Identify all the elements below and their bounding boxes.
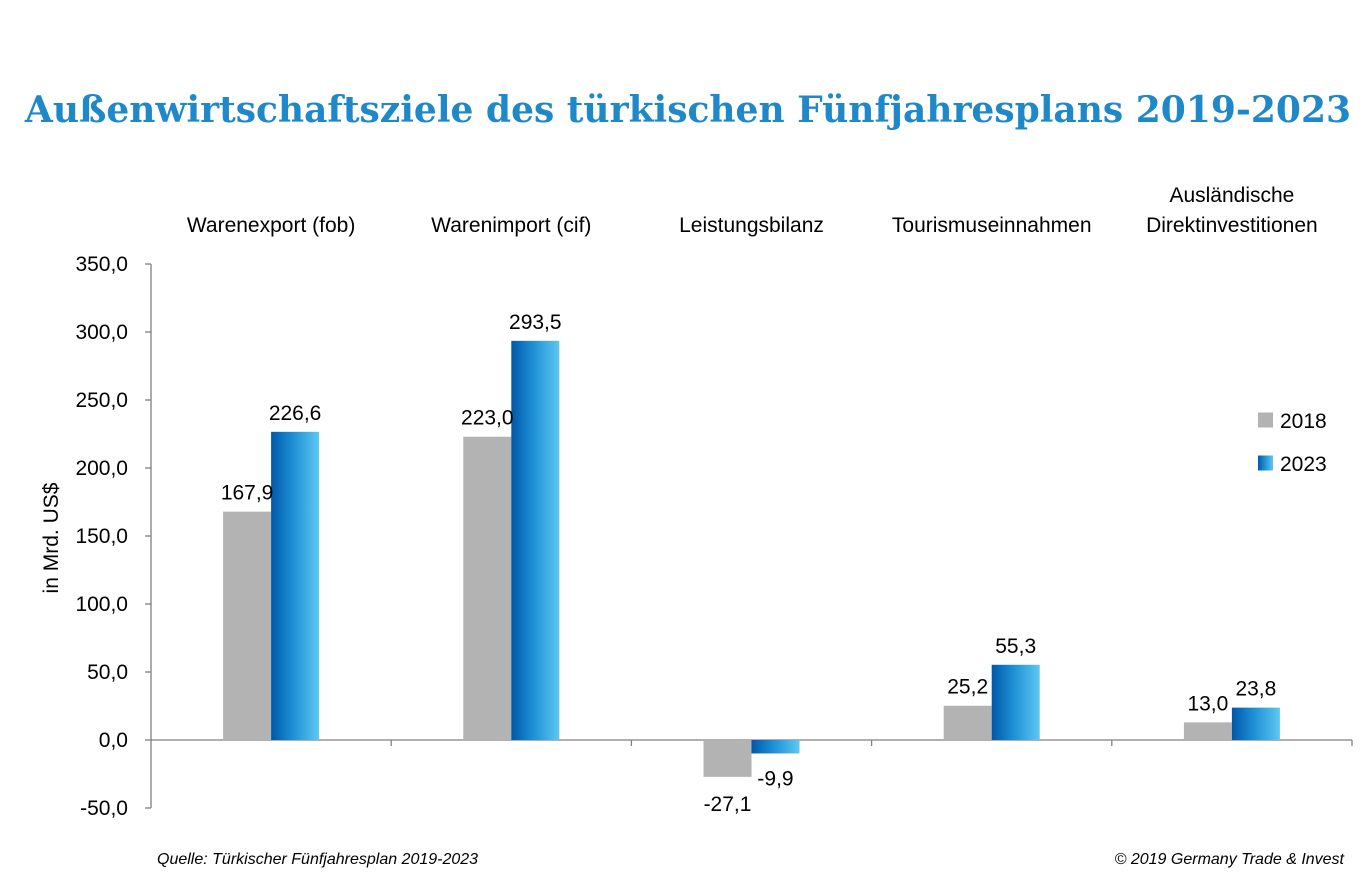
bar-2023 <box>271 431 320 740</box>
legend-swatch-2018 <box>1258 412 1273 428</box>
y-tick-label: 100,0 <box>75 593 128 616</box>
y-tick-label: 0,0 <box>99 729 128 752</box>
source-note: Quelle: Türkischer Fünfjahresplan 2019-2… <box>157 851 478 868</box>
legend-label-2018: 2018 <box>1280 410 1327 433</box>
value-label-2023: -9,9 <box>757 767 793 790</box>
value-label-2018: 223,0 <box>461 407 514 430</box>
y-axis-ticks: 350,0 300,0 250,0 200,0 150,0 100,0 50,0 0,0 -50… <box>75 253 151 820</box>
legend-label-2023: 2023 <box>1280 453 1327 476</box>
y-tick-label: 150,0 <box>75 525 128 548</box>
value-label-2023: 293,5 <box>509 311 562 334</box>
copyright-note: © 2019 Germany Trade & Invest <box>1115 851 1345 868</box>
bar-2023 <box>511 340 560 740</box>
value-labels: 167,9 223,0 -27,1 25,2 13,0 226,6 293,5 -9,9 55,… <box>221 311 1277 816</box>
y-tick-label: 300,0 <box>75 321 128 344</box>
value-label-2018: -27,1 <box>704 793 752 816</box>
value-label-2018: 25,2 <box>947 676 988 699</box>
y-axis-title: in Mrd. US$ <box>40 482 63 593</box>
category-label: Leistungsbilanz <box>679 214 824 237</box>
chart-title: Außenwirtschaftsziele des türkischen Fün… <box>24 89 1351 131</box>
y-tick-label: 350,0 <box>75 253 128 276</box>
bar-2018 <box>703 740 752 777</box>
category-label: Ausländische <box>1169 184 1294 207</box>
axes <box>150 264 1353 808</box>
legend: 2018 2023 <box>1258 410 1327 476</box>
value-label-2018: 13,0 <box>1187 692 1228 715</box>
bar-2023 <box>1231 707 1280 740</box>
bar-2018 <box>223 511 272 740</box>
legend-swatch-2023 <box>1258 455 1273 471</box>
y-tick-label: 50,0 <box>87 661 128 684</box>
value-label-2023: 226,6 <box>269 402 322 425</box>
category-label: Tourismuseinnahmen <box>892 214 1092 237</box>
category-labels: Warenexport (fob) Warenimport (cif) Leistu… <box>187 184 1318 237</box>
y-tick-label: 250,0 <box>75 389 128 412</box>
value-label-2018: 167,9 <box>221 482 274 505</box>
bar-2023 <box>751 740 800 754</box>
bars <box>223 340 1280 777</box>
value-label-2023: 55,3 <box>995 635 1036 658</box>
bar-2018 <box>943 705 992 740</box>
category-label: Warenexport (fob) <box>187 214 355 237</box>
bar-2023 <box>991 664 1040 740</box>
category-label: Warenimport (cif) <box>431 214 591 237</box>
value-label-2023: 23,8 <box>1235 678 1276 701</box>
category-label: Direktinvestitionen <box>1146 214 1318 237</box>
bar-2018 <box>463 436 512 740</box>
bar-2018 <box>1183 722 1232 740</box>
y-tick-label: 200,0 <box>75 457 128 480</box>
y-tick-label: -50,0 <box>80 797 128 820</box>
